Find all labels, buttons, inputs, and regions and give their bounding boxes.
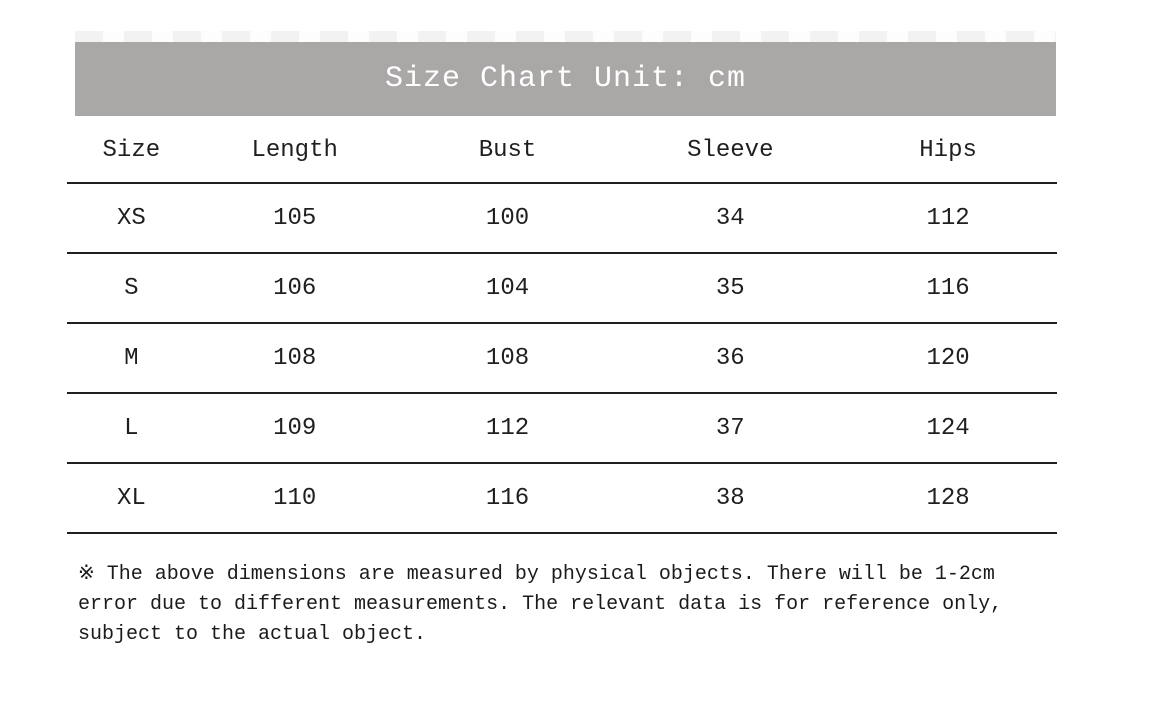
cell-sleeve: 35 <box>621 253 840 324</box>
size-chart-table: Size Length Bust Sleeve Hips XS 105 100 … <box>67 118 1057 534</box>
cell-length: 105 <box>195 183 394 254</box>
column-header-bust: Bust <box>393 118 622 184</box>
table-row-l: L 109 112 37 124 <box>67 393 1057 464</box>
column-header-sleeve: Sleeve <box>621 118 840 184</box>
cell-size: M <box>67 323 196 394</box>
cell-hips: 120 <box>839 323 1057 394</box>
cell-bust: 112 <box>393 393 622 464</box>
table-row-m: M 108 108 36 120 <box>67 323 1057 394</box>
cell-sleeve: 37 <box>621 393 840 464</box>
cell-size: S <box>67 253 196 324</box>
cell-size: L <box>67 393 196 464</box>
cell-size: XS <box>67 183 196 254</box>
table-row-s: S 106 104 35 116 <box>67 253 1057 324</box>
cell-length: 108 <box>195 323 394 394</box>
table-header-row: Size Length Bust Sleeve Hips <box>67 118 1057 184</box>
table-row-xs: XS 105 100 34 112 <box>67 183 1057 254</box>
cell-length: 109 <box>195 393 394 464</box>
cell-length: 106 <box>195 253 394 324</box>
cell-bust: 108 <box>393 323 622 394</box>
cell-sleeve: 38 <box>621 463 840 534</box>
cell-size: XL <box>67 463 196 534</box>
size-chart-title: Size Chart Unit: cm <box>384 62 747 96</box>
column-header-length: Length <box>195 118 394 184</box>
cell-sleeve: 34 <box>621 183 840 254</box>
cell-sleeve: 36 <box>621 323 840 394</box>
cell-length: 110 <box>195 463 394 534</box>
cell-bust: 116 <box>393 463 622 534</box>
size-chart-banner: Size Chart Unit: cm <box>75 42 1056 116</box>
cell-hips: 124 <box>839 393 1057 464</box>
column-header-size: Size <box>67 118 196 184</box>
column-header-hips: Hips <box>839 118 1057 184</box>
measurement-disclaimer-note: ※ The above dimensions are measured by p… <box>78 563 1003 646</box>
table-row-xl: XL 110 116 38 128 <box>67 463 1057 534</box>
cell-bust: 104 <box>393 253 622 324</box>
cell-bust: 100 <box>393 183 622 254</box>
cell-hips: 112 <box>839 183 1057 254</box>
banner-torn-edge-decoration <box>75 31 1056 42</box>
cell-hips: 116 <box>839 253 1057 324</box>
cell-hips: 128 <box>839 463 1057 534</box>
